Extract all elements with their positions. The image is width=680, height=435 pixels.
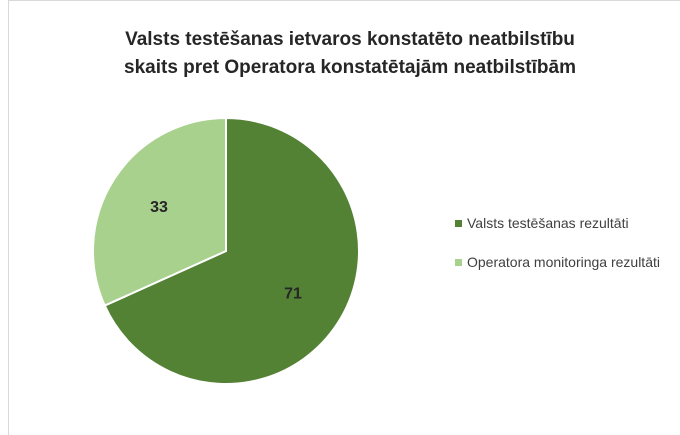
- chart-title: Valsts testēšanas ietvaros konstatēto ne…: [125, 29, 575, 50]
- legend: Valsts testēšanas rezultāti Operatora mon…: [455, 214, 670, 292]
- legend-swatch: [455, 259, 462, 266]
- pie-slice: [103, 116, 360, 385]
- legend-item: Valsts testēšanas rezultāti: [455, 214, 670, 233]
- chart-frame: [8, 0, 680, 435]
- legend-label: Valsts testēšanas rezultāti: [467, 215, 629, 231]
- legend-label: Operatora monitoringa rezultāti: [467, 254, 660, 270]
- legend-item: Operatora monitoringa rezultāti: [455, 253, 670, 272]
- legend-swatch: [455, 220, 462, 227]
- data-label: 33: [150, 199, 168, 216]
- data-label: 71: [284, 286, 302, 303]
- pie-slice: [92, 116, 227, 307]
- chart-title: skaits pret Operatora konstatētajām neat…: [124, 57, 576, 78]
